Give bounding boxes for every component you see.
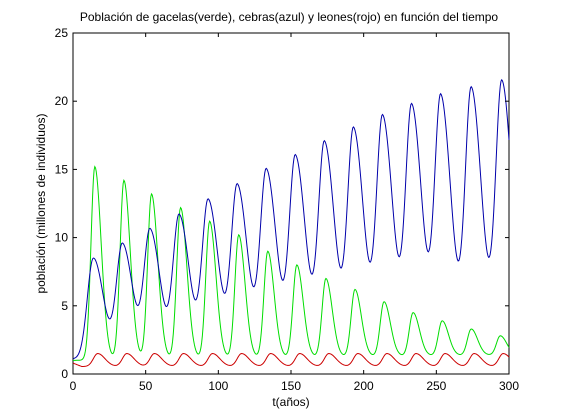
x-tick-label-2: 100 <box>208 379 228 393</box>
x-tick-label-3: 150 <box>281 379 301 393</box>
series-layer <box>72 78 510 367</box>
series-line-0 <box>72 165 510 361</box>
tick-layer: 0 50 100 150 200 250 300 0 5 10 15 20 25 <box>55 26 520 393</box>
y-tick-label-2: 10 <box>55 231 69 245</box>
chart-title: Población de gacelas(verde), cebras(azul… <box>80 10 499 24</box>
series-line-1 <box>72 78 510 360</box>
x-axis-label: t(años) <box>272 395 309 409</box>
y-tick-label-5: 25 <box>55 26 69 40</box>
x-tick-label-6: 300 <box>499 379 519 393</box>
y-tick-label-0: 0 <box>61 367 68 381</box>
y-axis-label: población (millones de individuos) <box>34 113 48 293</box>
x-tick-label-4: 200 <box>354 379 374 393</box>
series-line-2 <box>72 353 510 367</box>
x-tick-label-0: 0 <box>70 379 77 393</box>
plot-area <box>72 32 510 375</box>
y-tick-label-4: 20 <box>55 94 69 108</box>
y-tick-label-3: 15 <box>55 162 69 176</box>
x-tick-label-5: 250 <box>426 379 446 393</box>
y-tick-label-1: 5 <box>61 299 68 313</box>
x-tick-label-1: 50 <box>139 379 153 393</box>
